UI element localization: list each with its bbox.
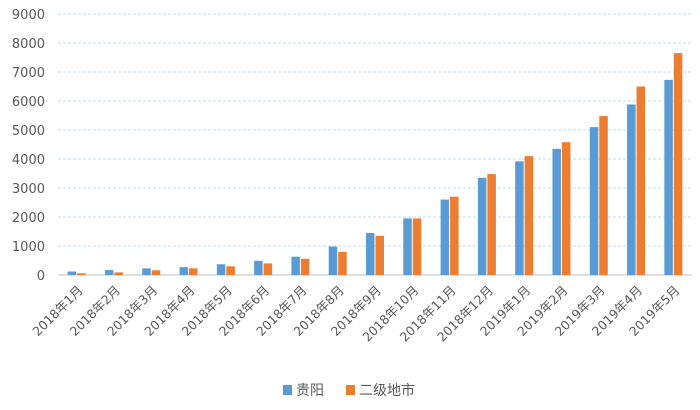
- bar-secondary-cities-8: [338, 251, 347, 275]
- bar-guiyang-5: [216, 264, 226, 275]
- bar-secondary-cities-1: [77, 273, 86, 275]
- bar-guiyang-10: [403, 218, 412, 275]
- y-tick-label: 8000: [12, 37, 45, 52]
- legend-swatch: [283, 385, 292, 395]
- bar-secondary-cities-5: [226, 266, 235, 275]
- legend-label: 二级地市: [359, 382, 415, 399]
- bar-guiyang-6: [254, 260, 263, 275]
- y-tick-label: 5000: [12, 124, 45, 139]
- bar-secondary-cities-3: [151, 270, 161, 275]
- bar-guiyang-8: [328, 246, 338, 275]
- bar-guiyang-2: [104, 270, 114, 275]
- gridlines: [58, 13, 692, 276]
- y-axis-ticks: 0 1000 2000 3000 4000 5000 6000 7000 8000 9000: [12, 8, 45, 284]
- bar-secondary-cities-15: [599, 116, 608, 275]
- bar-secondary-cities-13: [524, 156, 534, 275]
- bar-guiyang-1: [67, 271, 77, 275]
- bar-secondary-cities-11: [450, 196, 459, 275]
- legend-label: 贵阳: [296, 383, 324, 399]
- y-tick-label: 6000: [12, 95, 45, 110]
- bar-guiyang-16: [627, 104, 636, 275]
- bar-guiyang-15: [589, 127, 599, 275]
- bar-guiyang-17: [664, 79, 673, 275]
- y-tick-label: 4000: [12, 153, 45, 168]
- bar-secondary-cities-2: [114, 272, 123, 275]
- bar-guiyang-4: [179, 267, 189, 275]
- bar-secondary-cities-12: [487, 174, 496, 275]
- bar-secondary-cities-7: [300, 258, 310, 275]
- bar-secondary-cities-10: [412, 218, 422, 275]
- y-tick-label: 1000: [12, 240, 45, 255]
- legend: 贵阳 二级地市: [283, 382, 415, 399]
- bar-guiyang-7: [291, 256, 300, 275]
- y-tick-label: 9000: [12, 8, 45, 23]
- bar-secondary-cities-9: [375, 235, 384, 275]
- bar-guiyang-11: [440, 199, 450, 275]
- bar-secondary-cities-16: [636, 86, 646, 275]
- y-tick-label: 3000: [12, 182, 45, 197]
- bar-secondary-cities-17: [673, 53, 683, 276]
- y-tick-label: 7000: [12, 66, 45, 81]
- bar-secondary-cities-6: [263, 263, 273, 275]
- bar-guiyang-14: [552, 148, 561, 275]
- bar-secondary-cities-4: [189, 268, 198, 275]
- bar-guiyang-12: [477, 177, 487, 275]
- y-tick-label: 2000: [12, 211, 45, 226]
- bar-guiyang-3: [142, 268, 151, 275]
- legend-swatch: [346, 385, 355, 395]
- y-tick-label: 0: [37, 269, 45, 284]
- bar-secondary-cities-14: [561, 142, 571, 275]
- bars: [67, 53, 683, 276]
- x-axis-ticks: 2018年1月2018年2月2018年3月2018年4月2018年5月2018年…: [29, 283, 682, 345]
- bar-guiyang-9: [366, 232, 375, 275]
- bar-guiyang-13: [515, 161, 524, 275]
